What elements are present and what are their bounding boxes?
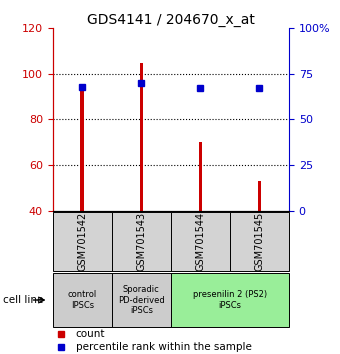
Bar [53,212,112,271]
Bar [112,212,171,271]
Text: control
IPSCs: control IPSCs [68,290,97,310]
Bar [112,273,171,327]
Text: GSM701542: GSM701542 [77,212,87,271]
Bar [139,63,143,211]
Text: cell line: cell line [3,295,44,305]
Bar [258,181,261,211]
Text: GSM701545: GSM701545 [254,212,265,271]
Text: presenilin 2 (PS2)
iPSCs: presenilin 2 (PS2) iPSCs [193,290,267,310]
Bar [81,85,84,211]
Bar [171,212,230,271]
Bar [171,273,289,327]
Text: percentile rank within the sample: percentile rank within the sample [75,342,251,352]
Bar [230,212,289,271]
Text: count: count [75,329,105,339]
Bar [53,273,112,327]
Text: GSM701544: GSM701544 [195,212,205,271]
Text: GSM701543: GSM701543 [136,212,146,271]
Title: GDS4141 / 204670_x_at: GDS4141 / 204670_x_at [87,13,255,27]
Bar [199,142,202,211]
Text: Sporadic
PD-derived
iPSCs: Sporadic PD-derived iPSCs [118,285,165,315]
